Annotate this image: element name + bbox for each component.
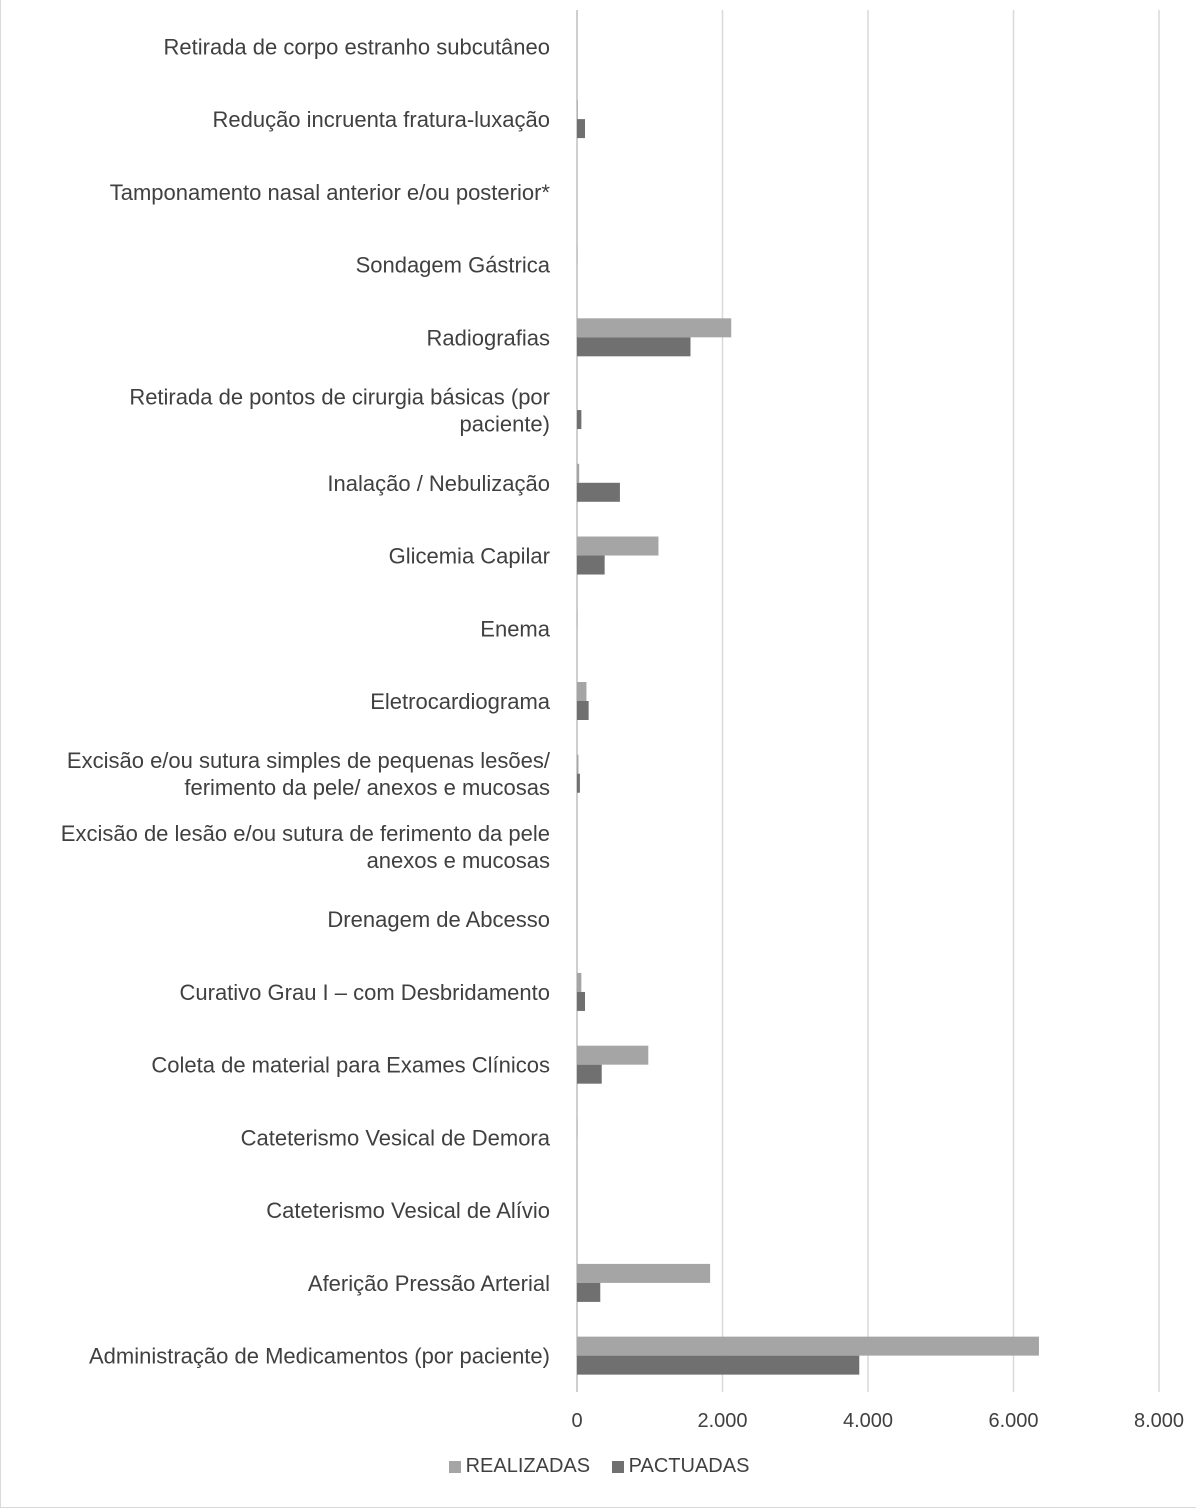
category-label-3: Cateterismo Vesical de Demora: [241, 1125, 551, 1150]
bar-realizadas-0: [577, 1336, 1039, 1356]
category-label-0: Administração de Medicamentos (por pacie…: [89, 1344, 550, 1369]
bar-chart: Administração de Medicamentos (por pacie…: [61, 10, 1184, 1432]
bar-pactuadas-8: [577, 773, 580, 793]
bar-pactuadas-17: [577, 119, 586, 139]
bar-pactuadas-11: [577, 555, 605, 575]
x-tick-label-2: 4.000: [843, 1410, 893, 1432]
x-tick-label-1: 2.000: [697, 1410, 747, 1432]
category-label-11: Glicemia Capilar: [389, 544, 550, 569]
category-label-10: Enema: [480, 616, 550, 641]
legend-label-pactuadas: PACTUADAS: [628, 1455, 750, 1477]
legend-swatch-pactuadas: [611, 1460, 624, 1473]
category-label-7-line-1: anexos e mucosas: [367, 848, 550, 873]
category-label-7-line-0: Excisão de lesão e/ou sutura de feriment…: [61, 821, 550, 846]
bar-pactuadas-13: [577, 410, 582, 430]
bar-realizadas-11: [577, 536, 659, 556]
x-tick-label-0: 0: [571, 1410, 582, 1432]
bar-realizadas-4: [577, 1045, 649, 1065]
bar-pactuadas-1: [577, 1282, 601, 1302]
bar-pactuadas-9: [577, 701, 589, 720]
category-label-5: Curativo Grau I – com Desbridamento: [180, 980, 551, 1005]
bar-realizadas-17: [577, 100, 578, 120]
category-label-17: Redução incruenta fratura-luxação: [212, 107, 550, 132]
bar-pactuadas-4: [577, 1064, 602, 1084]
legend-swatch-realizadas: [448, 1460, 461, 1473]
category-label-15: Sondagem Gástrica: [356, 253, 551, 278]
bar-realizadas-8: [577, 754, 579, 774]
bar-realizadas-1: [577, 1263, 711, 1283]
category-label-14: Radiografias: [426, 325, 550, 350]
category-label-18: Retirada de corpo estranho subcutâneo: [164, 34, 550, 59]
bar-pactuadas-0: [577, 1355, 860, 1375]
bar-pactuadas-14: [577, 337, 691, 357]
bar-realizadas-9: [577, 682, 587, 701]
category-label-12: Inalação / Nebulização: [327, 471, 550, 496]
category-label-13-line-0: Retirada de pontos de cirurgia básicas (…: [129, 385, 550, 410]
legend-item-realizadas: REALIZADAS: [448, 1455, 591, 1478]
bar-pactuadas-5: [577, 991, 586, 1011]
category-label-4: Coleta de material para Exames Clínicos: [151, 1053, 550, 1078]
category-label-16: Tamponamento nasal anterior e/ou posteri…: [110, 180, 551, 205]
category-label-13-line-1: paciente): [459, 412, 550, 437]
legend-item-pactuadas: PACTUADAS: [611, 1455, 750, 1478]
category-label-6: Drenagem de Abcesso: [327, 907, 550, 932]
category-label-8-line-0: Excisão e/ou sutura simples de pequenas …: [67, 748, 551, 773]
x-tick-label-4: 8.000: [1134, 1410, 1184, 1432]
bar-realizadas-12: [577, 463, 580, 483]
category-label-9: Eletrocardiograma: [370, 689, 551, 714]
category-label-8-line-1: ferimento da pele/ anexos e mucosas: [184, 775, 550, 800]
bar-realizadas-14: [577, 318, 732, 338]
category-label-1: Aferição Pressão Arterial: [308, 1271, 550, 1296]
bar-pactuadas-12: [577, 482, 620, 502]
x-tick-label-3: 6.000: [988, 1410, 1038, 1432]
category-label-2: Cateterismo Vesical de Alívio: [266, 1198, 550, 1223]
legend-label-realizadas: REALIZADAS: [465, 1455, 591, 1477]
bar-realizadas-5: [577, 972, 582, 992]
chart-legend: REALIZADAS PACTUADAS: [1, 1455, 1196, 1479]
